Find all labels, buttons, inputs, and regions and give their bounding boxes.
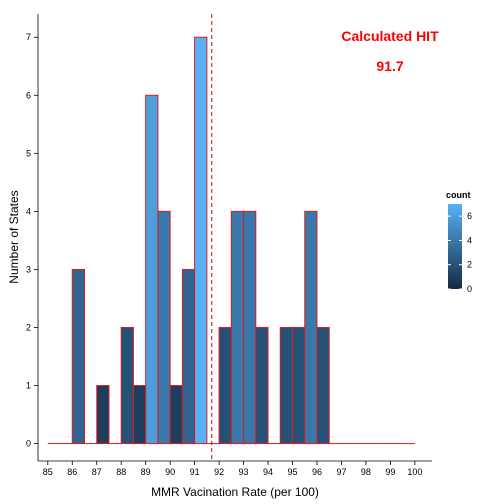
x-tick-label: 97 bbox=[336, 467, 346, 477]
legend-colorbar bbox=[448, 204, 462, 289]
x-tick-label: 90 bbox=[165, 467, 175, 477]
x-tick-label: 100 bbox=[407, 467, 422, 477]
y-tick-label: 4 bbox=[26, 206, 31, 216]
histogram-bar bbox=[304, 210, 318, 445]
x-tick-label: 88 bbox=[116, 467, 126, 477]
x-tick-group: 85 86 87 88 89 90 91 92 93 94 95 96 97 98 99 100 bbox=[43, 461, 422, 477]
histogram-bar bbox=[218, 326, 232, 445]
y-tick-label: 0 bbox=[26, 439, 31, 449]
x-tick-label: 86 bbox=[67, 467, 77, 477]
histogram-bar bbox=[279, 326, 294, 445]
legend-title: count bbox=[446, 190, 471, 200]
annotation-title: Calculated HIT bbox=[341, 28, 439, 44]
x-tick-label: 94 bbox=[263, 467, 273, 477]
annotation-value: 91.7 bbox=[376, 58, 403, 74]
x-tick-label: 91 bbox=[190, 467, 200, 477]
legend-label: 4 bbox=[467, 235, 472, 245]
x-tick-label: 99 bbox=[385, 467, 395, 477]
legend: count 6 4 2 0 bbox=[446, 190, 472, 294]
histogram-bar bbox=[181, 268, 196, 445]
histogram-bar bbox=[132, 385, 147, 445]
x-tick-label: 95 bbox=[288, 467, 298, 477]
histogram-bar bbox=[292, 326, 306, 445]
histogram-bar bbox=[255, 326, 269, 445]
x-tick-label: 96 bbox=[312, 467, 322, 477]
y-tick-label: 2 bbox=[26, 322, 31, 332]
histogram-bar bbox=[157, 210, 171, 445]
histogram-bar bbox=[96, 385, 110, 445]
histogram-bar bbox=[230, 210, 245, 445]
y-tick-label: 7 bbox=[26, 32, 31, 42]
x-tick-label: 87 bbox=[92, 467, 102, 477]
y-tick-label: 5 bbox=[26, 148, 31, 158]
histogram-bar bbox=[169, 385, 183, 445]
legend-tick-group: 6 4 2 0 bbox=[448, 211, 472, 294]
y-axis-title: Number of States bbox=[7, 190, 21, 283]
histogram-bar bbox=[145, 94, 159, 445]
x-axis-title: MMR Vacination Rate (per 100) bbox=[151, 485, 319, 499]
histogram-bar bbox=[243, 210, 257, 445]
y-tick-label: 1 bbox=[26, 381, 31, 391]
bars-group bbox=[71, 36, 330, 445]
histogram-bar bbox=[194, 36, 208, 445]
plot-area: 85 86 87 88 89 90 91 92 93 94 95 96 97 98 99 100 0 1 2 3 4 5… bbox=[26, 14, 432, 477]
histogram-bar bbox=[71, 268, 86, 445]
x-tick-label: 93 bbox=[239, 467, 249, 477]
legend-label: 2 bbox=[467, 260, 472, 270]
y-tick-label: 3 bbox=[26, 264, 31, 274]
y-tick-label: 6 bbox=[26, 90, 31, 100]
histogram-bar bbox=[120, 326, 134, 445]
legend-label: 6 bbox=[467, 211, 472, 221]
y-tick-group: 0 1 2 3 4 5 6 7 bbox=[26, 32, 38, 449]
x-tick-label: 85 bbox=[43, 467, 53, 477]
x-tick-label: 89 bbox=[141, 467, 151, 477]
x-tick-label: 92 bbox=[214, 467, 224, 477]
histogram-bar bbox=[316, 326, 330, 445]
legend-label: 0 bbox=[467, 284, 472, 294]
x-tick-label: 98 bbox=[361, 467, 371, 477]
